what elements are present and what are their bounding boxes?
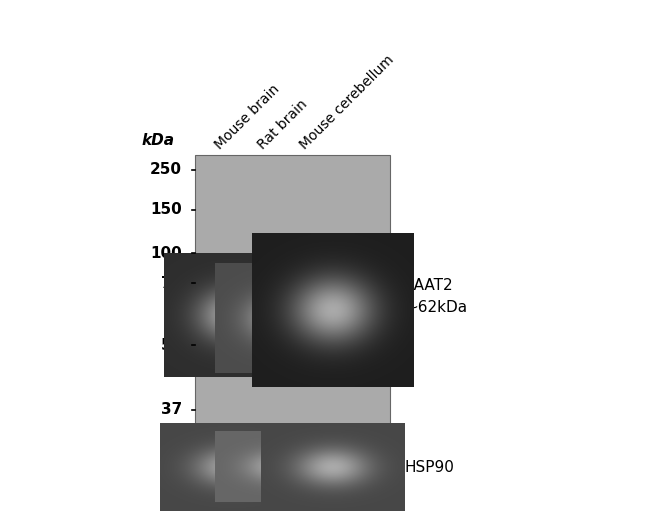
Text: 75: 75 — [161, 276, 182, 291]
Text: Rat brain: Rat brain — [255, 97, 310, 152]
Text: kDa: kDa — [142, 133, 175, 148]
Text: 50: 50 — [161, 337, 182, 353]
Bar — [195, 155, 390, 430]
Text: 250: 250 — [150, 162, 182, 177]
Text: 100: 100 — [150, 245, 182, 261]
Bar — [195, 440, 390, 495]
Text: HSP90: HSP90 — [405, 460, 455, 474]
Text: EAAT2: EAAT2 — [405, 278, 454, 292]
Text: Mouse brain: Mouse brain — [212, 82, 282, 152]
Text: ~62kDa: ~62kDa — [405, 301, 467, 316]
Text: Mouse cerebellum: Mouse cerebellum — [297, 53, 396, 152]
Text: 150: 150 — [150, 202, 182, 217]
Text: 37: 37 — [161, 402, 182, 418]
